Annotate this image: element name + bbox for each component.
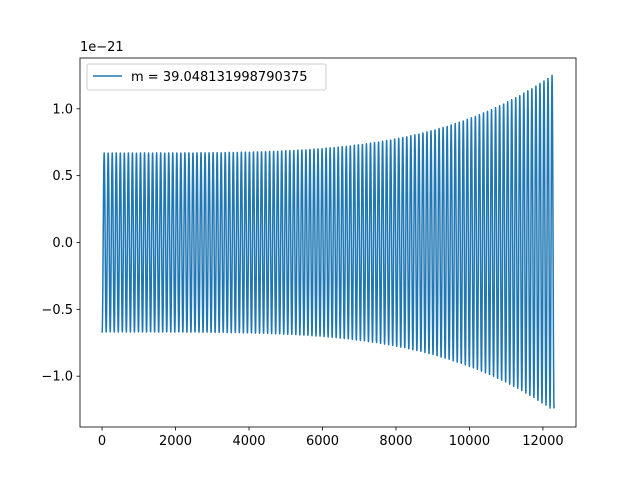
x-tick-label: 10000 [449,434,490,449]
series-line [101,74,555,409]
x-tick-label: 4000 [232,434,265,449]
x-tick-label: 2000 [159,434,192,449]
y-offset-label: 1e−21 [80,40,124,55]
series-layer [101,74,555,409]
y-tick-label: −0.5 [41,303,73,318]
legend: m = 39.048131998790375 [86,63,327,91]
x-tick-label: 12000 [522,434,563,449]
x-tick-label: 6000 [306,434,339,449]
x-tick-label: 0 [98,434,106,449]
legend-box [86,63,327,91]
y-tick-label: −1.0 [41,370,73,385]
x-tick-label: 8000 [379,434,412,449]
y-tick-label: 0.0 [52,236,73,251]
y-tick-label: 1.0 [52,102,73,117]
y-axis: −1.0 −0.5 0.0 0.5 1.0 [41,102,80,385]
x-axis: 0 2000 4000 6000 8000 10000 12000 [98,427,564,449]
y-tick-label: 0.5 [52,169,73,184]
legend-label: m = 39.048131998790375 [131,70,308,85]
